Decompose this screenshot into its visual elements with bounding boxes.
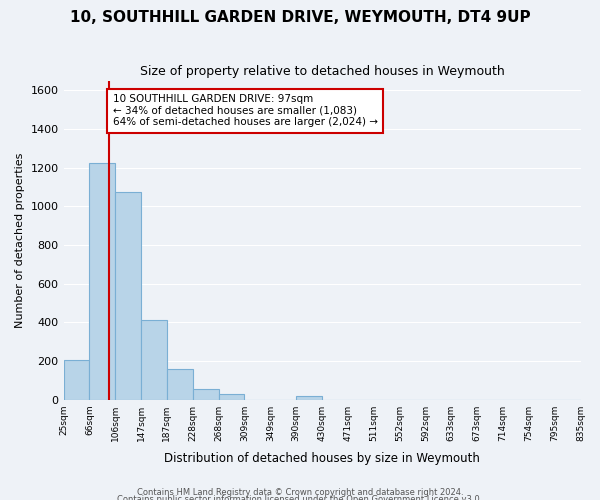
Text: 10, SOUTHHILL GARDEN DRIVE, WEYMOUTH, DT4 9UP: 10, SOUTHHILL GARDEN DRIVE, WEYMOUTH, DT… bbox=[70, 10, 530, 25]
X-axis label: Distribution of detached houses by size in Weymouth: Distribution of detached houses by size … bbox=[164, 452, 480, 465]
Bar bbox=[218, 394, 244, 400]
Title: Size of property relative to detached houses in Weymouth: Size of property relative to detached ho… bbox=[140, 65, 505, 78]
Text: 10 SOUTHHILL GARDEN DRIVE: 97sqm
← 34% of detached houses are smaller (1,083)
64: 10 SOUTHHILL GARDEN DRIVE: 97sqm ← 34% o… bbox=[113, 94, 377, 128]
Bar bbox=[115, 192, 141, 400]
Text: Contains public sector information licensed under the Open Government Licence v3: Contains public sector information licen… bbox=[118, 496, 482, 500]
Text: Contains HM Land Registry data © Crown copyright and database right 2024.: Contains HM Land Registry data © Crown c… bbox=[137, 488, 463, 497]
Bar bbox=[193, 389, 218, 400]
Bar bbox=[64, 360, 89, 400]
Bar bbox=[167, 368, 193, 400]
Bar bbox=[141, 320, 167, 400]
Bar bbox=[296, 396, 322, 400]
Y-axis label: Number of detached properties: Number of detached properties bbox=[15, 152, 25, 328]
Bar bbox=[89, 162, 115, 400]
